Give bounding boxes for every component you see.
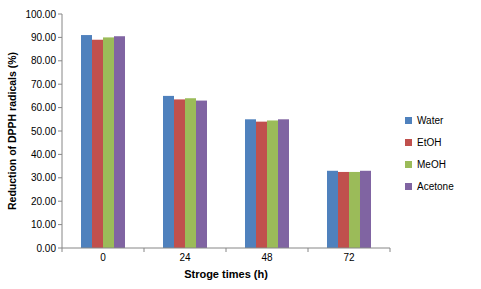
- y-tick: [58, 37, 62, 38]
- legend-label: EtOH: [417, 137, 441, 148]
- bar: [256, 122, 267, 248]
- y-tick-label: 100.00: [25, 9, 56, 20]
- bar: [163, 96, 174, 248]
- x-tick: [390, 248, 391, 252]
- bar: [81, 35, 92, 248]
- y-tick: [58, 84, 62, 85]
- legend-swatch: [405, 139, 412, 146]
- chart-svg: 0.00 10.00 20.00 30.00 40.00 50.00 60.00 70.00 8…: [0, 0, 481, 289]
- legend-swatch: [405, 183, 412, 190]
- y-tick: [58, 154, 62, 155]
- y-tick-label: 0.00: [37, 243, 57, 254]
- legend-swatch: [405, 161, 412, 168]
- y-tick: [58, 248, 62, 249]
- bar: [267, 120, 278, 248]
- y-tick: [58, 14, 62, 15]
- legend-label: MeOH: [417, 159, 446, 170]
- y-tick-label: 50.00: [31, 126, 56, 137]
- y-tick: [58, 201, 62, 202]
- x-axis-title: Stroge times (h): [184, 268, 268, 280]
- y-tick-label: 90.00: [31, 32, 56, 43]
- bar: [245, 119, 256, 248]
- y-tick: [58, 131, 62, 132]
- bar: [349, 172, 360, 248]
- bar: [360, 171, 371, 248]
- y-axis: [62, 14, 63, 248]
- bars: [81, 35, 371, 248]
- y-tick-label: 30.00: [31, 172, 56, 183]
- y-tick: [58, 177, 62, 178]
- y-tick-label: 10.00: [31, 219, 56, 230]
- x-tick: [144, 248, 145, 252]
- y-tick-label: 40.00: [31, 149, 56, 160]
- legend: Water EtOH MeOH Acetone: [405, 115, 454, 192]
- x-tick-label: 72: [343, 252, 355, 263]
- bar: [196, 101, 207, 248]
- x-tick: [226, 248, 227, 252]
- bar: [278, 119, 289, 248]
- x-tick-label: 48: [261, 252, 273, 263]
- x-tick: [62, 248, 63, 252]
- x-tick-label: 0: [100, 252, 106, 263]
- legend-label: Water: [417, 115, 444, 126]
- chart-container: 0.00 10.00 20.00 30.00 40.00 50.00 60.00 70.00 8…: [0, 0, 481, 289]
- y-axis-title: Reduction of DPPH radicals (%): [6, 52, 18, 210]
- bar: [327, 171, 338, 248]
- bar: [185, 98, 196, 248]
- bar: [92, 40, 103, 248]
- bar: [114, 36, 125, 248]
- y-tick: [58, 224, 62, 225]
- bar: [103, 37, 114, 248]
- y-tick: [58, 60, 62, 61]
- x-tick-label: 24: [179, 252, 191, 263]
- y-tick: [58, 107, 62, 108]
- bar: [338, 172, 349, 248]
- y-tick-label: 80.00: [31, 55, 56, 66]
- y-tick-label: 20.00: [31, 196, 56, 207]
- x-tick: [308, 248, 309, 252]
- legend-label: Acetone: [417, 181, 454, 192]
- background: [0, 0, 481, 289]
- legend-swatch: [405, 117, 412, 124]
- y-tick-label: 60.00: [31, 102, 56, 113]
- y-tick-label: 70.00: [31, 79, 56, 90]
- bar: [174, 99, 185, 248]
